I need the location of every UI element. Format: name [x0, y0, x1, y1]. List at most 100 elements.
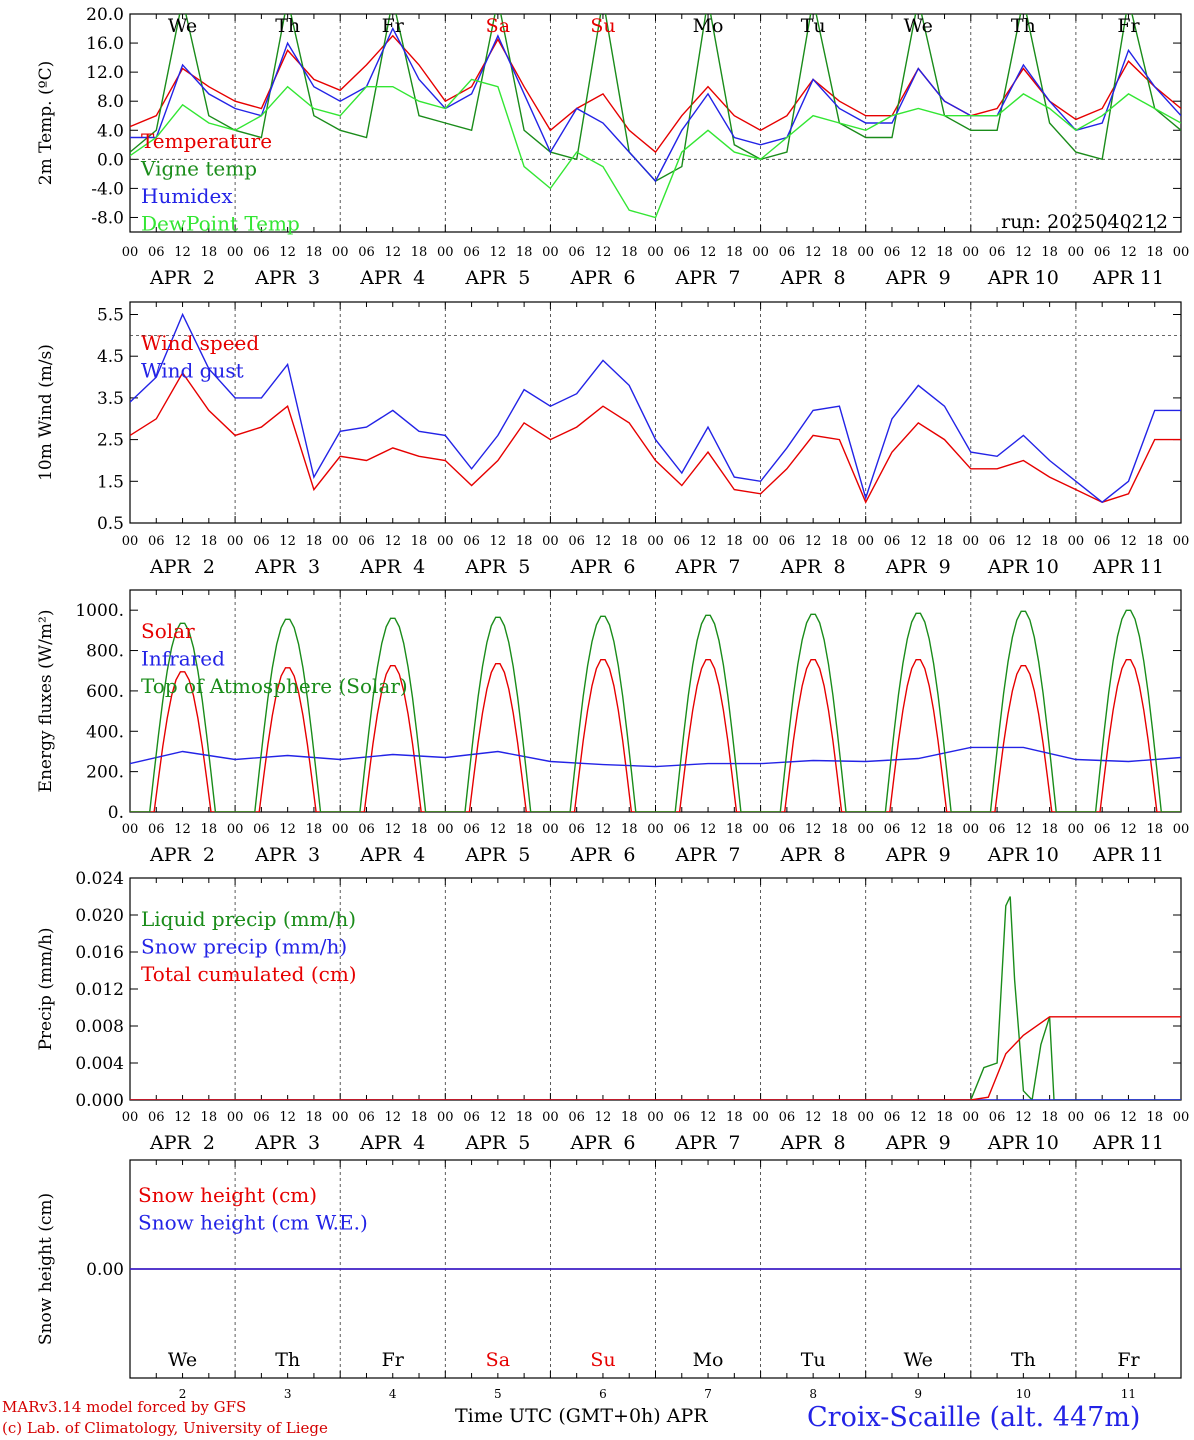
hour-tick-label: 12 — [1015, 534, 1032, 549]
date-label: APR 8 — [780, 556, 846, 578]
hour-tick-label: 00 — [1173, 1110, 1190, 1125]
hour-tick-label: 06 — [463, 1110, 480, 1125]
y-tick-label: 20.0 — [86, 5, 124, 25]
weekday-label: Mo — [693, 1349, 724, 1371]
hour-tick-label: 00 — [647, 822, 664, 837]
hour-tick-label: 06 — [989, 822, 1006, 837]
hour-tick-label: 12 — [490, 245, 507, 260]
weekday-label: Th — [275, 1349, 300, 1371]
hour-tick-label: 12 — [490, 822, 507, 837]
hour-tick-label: 18 — [936, 245, 953, 260]
date-label: APR 5 — [464, 844, 530, 866]
date-label: APR 3 — [254, 844, 320, 866]
hour-tick-label: 06 — [884, 822, 901, 837]
legend-entry: Snow height (cm W.E.) — [138, 1211, 368, 1235]
hour-tick-label: 06 — [568, 822, 585, 837]
weekday-label: We — [168, 15, 197, 37]
station-name: Croix-Scaille (alt. 447m) — [807, 1402, 1141, 1433]
hour-tick-label: 00 — [1068, 822, 1085, 837]
hour-tick-label: 12 — [910, 1110, 927, 1125]
series-line-top-of-atmosphere-solar- — [130, 609, 1181, 812]
weekday-label: Sa — [486, 15, 510, 37]
hour-tick-label: 06 — [148, 245, 165, 260]
weekday-label: We — [168, 1349, 197, 1371]
hour-tick-label: 00 — [752, 1110, 769, 1125]
series-line-wind-gust — [130, 312, 1181, 504]
hour-tick-label: 00 — [647, 534, 664, 549]
hour-tick-label: 06 — [568, 534, 585, 549]
date-label: APR 11 — [1092, 844, 1164, 866]
hour-tick-label: 18 — [516, 534, 533, 549]
legend-entry: Top of Atmosphere (Solar) — [141, 674, 408, 698]
y-tick-label: 0.0 — [97, 150, 124, 170]
hour-tick-label: 12 — [595, 1110, 612, 1125]
date-label: APR 8 — [780, 1132, 846, 1154]
hour-tick-label: 06 — [253, 1110, 270, 1125]
y-tick-label: 800. — [86, 642, 124, 662]
hour-tick-label: 12 — [700, 822, 717, 837]
hour-tick-label: 18 — [306, 534, 323, 549]
y-tick-label: 0.020 — [75, 906, 124, 926]
hour-tick-label: 18 — [411, 534, 428, 549]
panel-5: 0.00 Snow height (cm) Snow height (cm) Snow… — [36, 1159, 1182, 1401]
y-tick-label: -8.0 — [91, 208, 124, 228]
hour-tick-label: 00 — [437, 822, 454, 837]
weekday-label: Fr — [382, 15, 405, 37]
hour-tick-label: 12 — [384, 245, 401, 260]
date-label: APR 3 — [254, 267, 320, 289]
hour-tick-label: 12 — [1120, 822, 1137, 837]
hour-tick-label: 12 — [700, 534, 717, 549]
hour-tick-label: 06 — [1094, 1110, 1111, 1125]
hour-tick-label: 00 — [437, 245, 454, 260]
panel-2: 5.5 4.5 3.5 2.5 1.5 0.5 10m Wind (m/s) Wind spe… — [36, 301, 1189, 578]
hour-tick-label: 06 — [358, 245, 375, 260]
series-group — [130, 896, 1181, 1100]
hour-tick-label: 00 — [857, 534, 874, 549]
legend-entry: Vigne temp — [140, 157, 257, 181]
day-number: 2 — [179, 1387, 187, 1401]
hour-tick-label: 00 — [227, 245, 244, 260]
date-label: APR 4 — [359, 1132, 425, 1154]
hour-tick-label: 00 — [752, 245, 769, 260]
hour-tick-label: 12 — [1015, 822, 1032, 837]
hour-tick-label: 00 — [1173, 245, 1190, 260]
weekday-label: Fr — [1117, 15, 1140, 37]
y-tick-label: 0.004 — [75, 1054, 124, 1074]
y-tick-label: 0.00 — [86, 1260, 124, 1280]
hour-tick-label: 06 — [674, 1110, 691, 1125]
date-label: APR 9 — [885, 267, 951, 289]
hour-tick-label: 12 — [805, 534, 822, 549]
date-label: APR 3 — [254, 556, 320, 578]
legend-entry: Humidex — [141, 184, 233, 208]
hour-tick-label: 12 — [805, 245, 822, 260]
legend-entry: Wind gust — [141, 359, 244, 383]
weekday-label: Th — [1011, 1349, 1036, 1371]
hour-tick-label: 12 — [805, 822, 822, 837]
hour-tick-label: 12 — [1120, 245, 1137, 260]
weekday-label: We — [904, 15, 933, 37]
hour-tick-label: 06 — [884, 1110, 901, 1125]
hour-tick-label: 12 — [174, 534, 191, 549]
hour-tick-label: 12 — [279, 534, 296, 549]
hour-tick-label: 18 — [1146, 245, 1163, 260]
day-number: 9 — [914, 1387, 922, 1401]
y-tick-label: -4.0 — [91, 179, 124, 199]
series-line-dewpoint-temp — [130, 78, 1181, 219]
hour-tick-label: 18 — [201, 534, 218, 549]
weekday-label: Th — [1011, 15, 1036, 37]
hour-tick-label: 00 — [857, 245, 874, 260]
hour-tick-label: 00 — [963, 1110, 980, 1125]
hour-tick-label: 18 — [1041, 534, 1058, 549]
hour-tick-label: 18 — [201, 245, 218, 260]
date-label: APR 7 — [675, 267, 741, 289]
hour-tick-label: 18 — [726, 534, 743, 549]
hour-tick-label: 06 — [779, 534, 796, 549]
hour-tick-label: 18 — [621, 245, 638, 260]
hour-tick-label: 06 — [779, 1110, 796, 1125]
weekday-label: Sa — [486, 1349, 510, 1371]
hour-tick-label: 00 — [647, 1110, 664, 1125]
hour-tick-label: 00 — [1173, 822, 1190, 837]
hour-tick-label: 18 — [1146, 822, 1163, 837]
hour-tick-label: 06 — [884, 534, 901, 549]
